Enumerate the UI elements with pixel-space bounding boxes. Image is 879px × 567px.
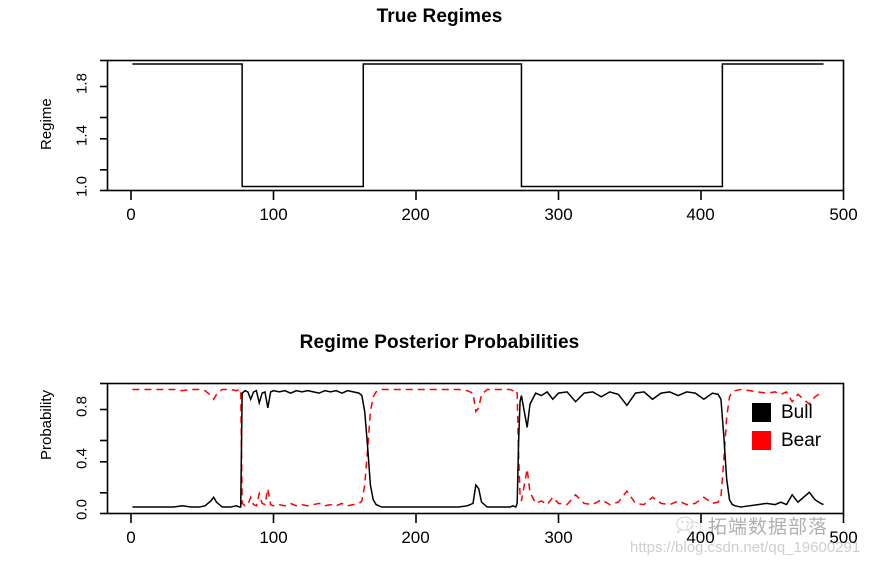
- plot-area-true-regimes: [100, 59, 845, 200]
- bear-posterior-line: [132, 388, 824, 507]
- x-axis-ticks: [130, 190, 845, 200]
- y-tick-label-0-8: 0.8: [73, 396, 91, 417]
- legend: Bull Bear: [752, 400, 821, 452]
- panel-regime-posterior-probabilities: Regime Posterior Probabilities Probabili…: [0, 300, 879, 567]
- page-title-true-regimes: True Regimes: [376, 6, 503, 27]
- legend-swatch-bull-icon: [752, 402, 771, 422]
- page-title-regime-posterior-probabilities: Regime Posterior Probabilities: [299, 332, 580, 353]
- plot-area-regime-posterior-probabilities: [100, 382, 845, 523]
- plot-box-border: [106, 382, 845, 515]
- y-axis-ticks: [100, 382, 108, 515]
- x-tick-label-500: 500: [829, 528, 858, 547]
- plot-box-border: [106, 59, 845, 192]
- x-tick-label-100: 100: [259, 205, 288, 224]
- x-tick-label-400: 400: [686, 205, 715, 224]
- x-axis-ticks: [130, 513, 845, 523]
- x-tick-label-200: 200: [401, 205, 430, 224]
- x-tick-label-100: 100: [259, 528, 288, 547]
- true-regimes-step-line: [132, 63, 824, 188]
- y-tick-label-1-8: 1.8: [73, 73, 91, 94]
- x-tick-label-0: 0: [126, 528, 136, 547]
- bull-posterior-line: [132, 389, 824, 509]
- y-tick-label-0-4: 0.4: [73, 448, 91, 469]
- x-tick-label-500: 500: [829, 205, 858, 224]
- y-tick-label-1-4: 1.4: [73, 125, 91, 146]
- panel-true-regimes: True Regimes Regime: [0, 0, 879, 270]
- y-tick-label-1-0: 1.0: [73, 176, 91, 197]
- y-axis-ticks: [100, 59, 108, 192]
- legend-item-bull: Bull: [752, 400, 821, 424]
- x-tick-label-300: 300: [544, 528, 573, 547]
- legend-label-bear: Bear: [781, 429, 822, 451]
- y-tick-label-0-0: 0.0: [73, 499, 91, 520]
- legend-swatch-bear-icon: [752, 430, 771, 450]
- x-tick-label-200: 200: [401, 528, 430, 547]
- x-tick-label-0: 0: [126, 205, 136, 224]
- x-tick-label-400: 400: [686, 528, 715, 547]
- x-tick-label-300: 300: [544, 205, 573, 224]
- legend-label-bull: Bull: [781, 401, 813, 423]
- legend-item-bear: Bear: [752, 428, 821, 452]
